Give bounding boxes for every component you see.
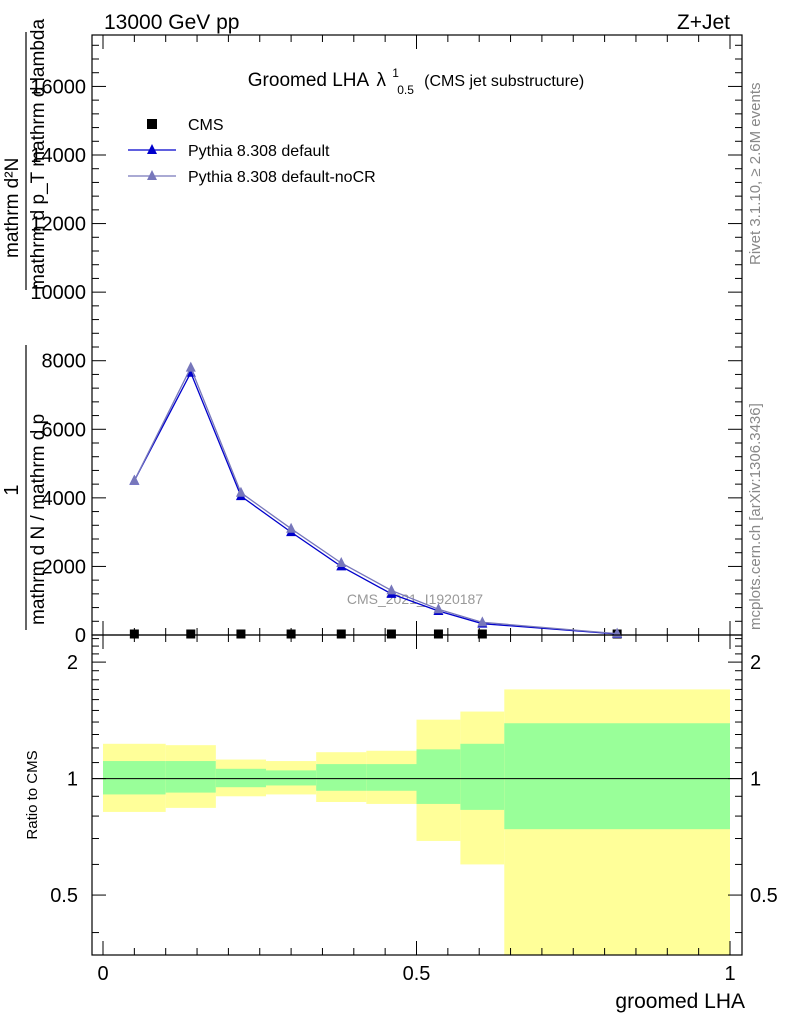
x-axis-label: groomed LHA [615,990,745,1013]
data-point-triangle [336,557,347,567]
ratio-band-inner [504,723,730,830]
ratio-y-tick-label-right: 1 [750,769,761,791]
data-point-square [336,629,346,639]
ratio-x-tick-label: 0.5 [403,963,431,985]
data-point-square [186,629,196,639]
main-y-tick-label: 4000 [42,488,87,510]
data-point-triangle [129,474,140,485]
plot-title: Groomed LHA λ 1 0.5 (CMS jet substructur… [248,61,584,99]
legend-marker-square [147,119,157,129]
legend: CMS Pythia 8.308 default Pythia 8.308 defa… [128,117,376,186]
ratio-y-tick-label: 1 [67,769,78,791]
ratio-y-tick-label-right: 0.5 [750,885,778,907]
legend-label: CMS [188,117,224,134]
legend-marker-triangle [147,170,157,180]
data-point-triangle [433,603,444,614]
main-y-label: 1 mathrm d N / mathrm d p mathrm d²N mat… [1,19,49,630]
ratio-panel: 0.5 0.51 12 2 0 0.5 1 Ratio to CMS groomed LH… [24,634,778,1013]
ylabel-numerator: 1 [1,484,23,495]
ratio-band-inner [460,743,505,810]
main-y-axis: 0 2000 4000 6000 8000 10000 12000 14000 16000 [30,44,742,647]
main-y-tick-label: 2000 [42,556,87,578]
plot-title-sub: 0.5 [397,83,414,97]
plot-title-symbol: λ [376,70,386,91]
main-y-tick-label: 0 [75,625,86,647]
legend-marker-triangle [147,144,157,154]
plot-title-suffix: (CMS jet substructure) [424,73,584,90]
main-y-tick-label: 8000 [42,351,87,373]
ratio-y-tick-label: 0.5 [50,885,78,907]
ratio-band-inner [266,770,317,786]
legend-label: Pythia 8.308 default [188,143,330,160]
data-point-square [129,629,139,639]
ratio-band-inner [316,764,367,791]
ratio-x-tick-label: 0 [97,963,108,985]
series-layer [129,361,623,639]
header-process: Z+Jet [677,11,730,34]
ratio-band-inner [165,761,216,793]
data-point-triangle [185,361,196,372]
ratio-band-inner [103,761,166,795]
data-point-square [386,629,396,639]
ratio-x-axis: 0 0.5 1 [97,635,736,985]
main-y-tick-label: 14000 [30,145,86,167]
plot-title-main: Groomed LHA [248,70,370,91]
rivet-label: Rivet 3.1.10, ≥ 2.6M events [747,83,764,266]
main-y-tick-label: 6000 [42,419,87,441]
ratio-y-label: Ratio to CMS [24,750,41,839]
data-point-triangle [477,616,488,627]
data-point-triangle [386,584,397,595]
ratio-bands [92,689,742,955]
main-y-tick-label: 16000 [30,76,86,98]
ylabel-denominator: mathrm d N / mathrm d p [28,414,49,625]
ratio-band-inner [416,749,461,804]
analysis-watermark: CMS_2021_I1920187 [347,591,483,607]
ratio-band-inner [215,768,267,788]
data-point-triangle [286,522,297,533]
data-point-square [286,629,296,639]
main-panel: 0 2000 4000 6000 8000 10000 12000 14000 16000 Gr… [1,19,743,647]
plot-title-sup: 1 [392,66,399,80]
ylabel-right-denominator: mathrm d p_T mathrm d lambda [28,19,49,290]
data-point-square [236,629,246,639]
series-cms [129,629,622,639]
ratio-x-tick-label: 1 [724,963,735,985]
series-pythia-default-nocr [129,361,623,638]
ratio-y-tick-label-right: 2 [750,652,761,674]
ratio-y-axis: 0.5 0.5 1 1 2 2 [50,638,778,934]
ratio-band-inner [366,764,417,791]
main-y-tick-label: 10000 [30,282,86,304]
ylabel-right-numerator: mathrm d²N [2,158,23,258]
data-point-triangle [235,486,246,497]
ratio-y-tick-label: 2 [67,652,78,674]
mcplots-label: mcplots.cern.ch [arXiv:1306.3436] [747,403,764,630]
data-point-square [477,629,487,639]
data-point-square [433,629,443,639]
legend-label: Pythia 8.308 default-noCR [188,169,376,186]
header-energy: 13000 GeV pp [104,11,239,34]
main-y-tick-label: 12000 [30,214,86,236]
